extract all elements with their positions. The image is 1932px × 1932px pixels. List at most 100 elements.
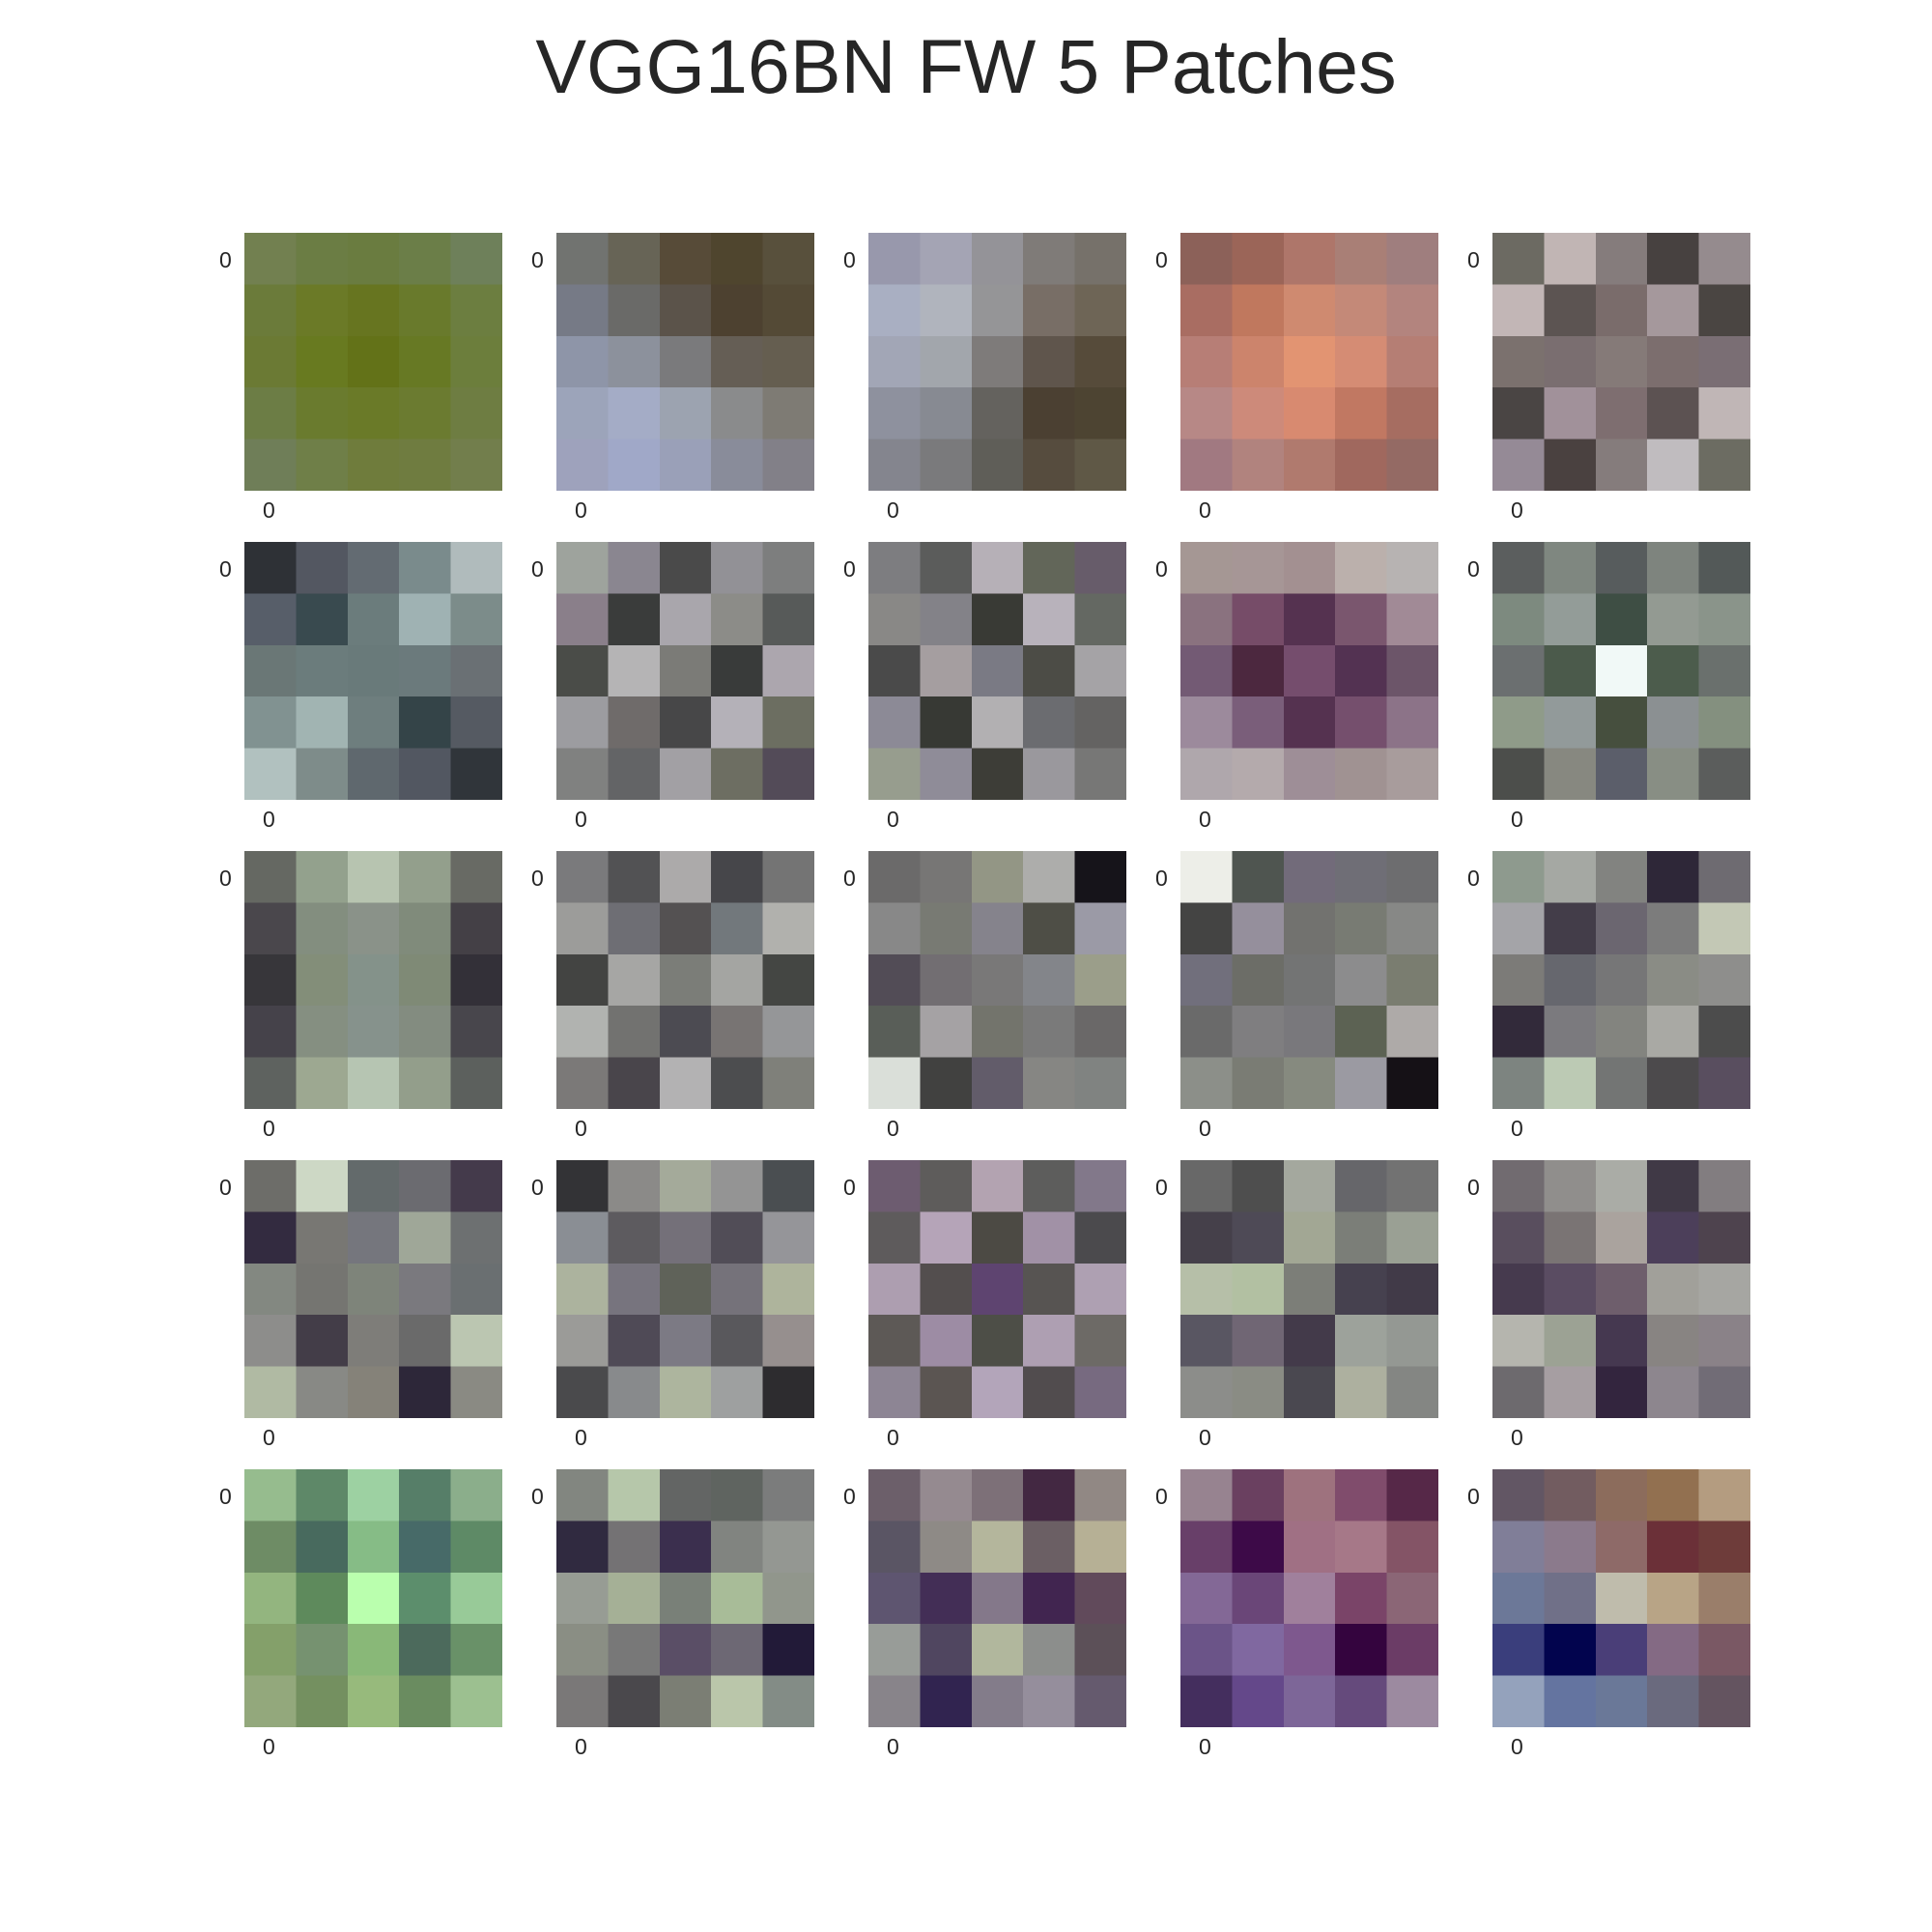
patch-22-pixel-4-0: [556, 1675, 609, 1727]
y-tick-label: 0: [1155, 1175, 1168, 1200]
patch-22-pixel-3-0: [556, 1624, 609, 1677]
patch-10-pixel-0-0: [1492, 542, 1545, 594]
patch-10-pixel-1-3: [1647, 593, 1700, 646]
patch-2-pixel-2-0: [556, 335, 609, 388]
patch-6-pixel-1-3: [399, 593, 452, 646]
x-tick-label: 0: [887, 1116, 899, 1141]
patch-23-pixel-0-4: [1074, 1469, 1126, 1521]
patch-16-pixel-1-4: [450, 1211, 502, 1264]
patch-13-pixel-4-1: [920, 1057, 973, 1109]
patch-20-pixel-1-1: [1544, 1211, 1597, 1264]
patch-15-pixel-2-1: [1544, 953, 1597, 1007]
patch-17-pixel-3-4: [762, 1315, 814, 1368]
patch-19-pixel-0-1: [1232, 1160, 1285, 1212]
patch-13-pixel-3-3: [1023, 1006, 1076, 1059]
patch-image-6: [244, 542, 502, 800]
patch-12-pixel-1-3: [711, 902, 764, 955]
patch-21-pixel-1-0: [244, 1520, 297, 1574]
patch-14-pixel-2-1: [1232, 953, 1285, 1007]
patch-6-pixel-3-4: [450, 696, 502, 750]
patch-5-pixel-4-3: [1647, 439, 1700, 491]
patch-25-pixel-4-4: [1698, 1675, 1750, 1727]
patch-19-pixel-1-1: [1232, 1211, 1285, 1264]
patch-8-pixel-0-3: [1023, 542, 1076, 594]
patch-7-pixel-0-4: [762, 542, 814, 594]
patch-6-pixel-1-4: [450, 593, 502, 646]
patch-15-pixel-1-2: [1595, 902, 1648, 955]
y-tick-label: 0: [531, 1484, 544, 1509]
patch-11-pixel-4-4: [450, 1057, 502, 1109]
patch-1-pixel-1-2: [347, 284, 400, 337]
patch-11-pixel-1-2: [347, 902, 400, 955]
patch-7-pixel-3-3: [711, 696, 764, 750]
patch-15-pixel-1-4: [1698, 902, 1750, 955]
patch-10-pixel-4-4: [1698, 748, 1750, 800]
patch-18-pixel-2-2: [971, 1263, 1024, 1316]
patch-20-pixel-2-3: [1647, 1263, 1700, 1316]
patch-1-pixel-2-0: [244, 335, 297, 388]
patch-16-pixel-4-2: [347, 1366, 400, 1418]
patch-8-pixel-2-2: [971, 644, 1024, 697]
patch-21-pixel-3-1: [296, 1624, 349, 1677]
x-tick-label: 0: [1511, 1734, 1523, 1759]
patch-21-pixel-4-1: [296, 1675, 349, 1727]
x-tick-label: 0: [1511, 497, 1523, 523]
patch-4-pixel-2-1: [1232, 335, 1285, 388]
patch-17-pixel-0-0: [556, 1160, 609, 1212]
patch-17-pixel-4-4: [762, 1366, 814, 1418]
patch-1-pixel-4-0: [244, 439, 297, 491]
patch-25-pixel-2-0: [1492, 1572, 1545, 1625]
patch-14-pixel-4-3: [1335, 1057, 1388, 1109]
patch-17-pixel-1-1: [608, 1211, 661, 1264]
patch-1-pixel-0-3: [399, 233, 452, 285]
patch-20-pixel-1-4: [1698, 1211, 1750, 1264]
patch-20-pixel-3-3: [1647, 1315, 1700, 1368]
patch-6-pixel-2-0: [244, 644, 297, 697]
patch-image-1: [244, 233, 502, 491]
patch-25-pixel-1-4: [1698, 1520, 1750, 1574]
patch-10-pixel-2-2: [1595, 644, 1648, 697]
patch-2-pixel-0-2: [659, 233, 712, 285]
patch-10-pixel-1-2: [1595, 593, 1648, 646]
patch-24-pixel-1-3: [1335, 1520, 1388, 1574]
patch-22-pixel-1-4: [762, 1520, 814, 1574]
patch-20-pixel-2-4: [1698, 1263, 1750, 1316]
patch-22-pixel-4-4: [762, 1675, 814, 1727]
patch-3-pixel-3-0: [868, 387, 921, 440]
patch-2-pixel-1-3: [711, 284, 764, 337]
patch-12-pixel-2-2: [659, 953, 712, 1007]
patch-2-pixel-4-2: [659, 439, 712, 491]
patch-4-pixel-1-3: [1335, 284, 1388, 337]
patch-2-pixel-0-4: [762, 233, 814, 285]
patch-24-pixel-2-0: [1180, 1572, 1233, 1625]
patch-12-pixel-1-2: [659, 902, 712, 955]
patch-16-pixel-0-1: [296, 1160, 349, 1212]
patch-9-pixel-2-0: [1180, 644, 1233, 697]
patch-15-pixel-2-2: [1595, 953, 1648, 1007]
patch-24-pixel-0-4: [1386, 1469, 1438, 1521]
patch-13-pixel-2-3: [1023, 953, 1076, 1007]
patch-18-pixel-1-1: [920, 1211, 973, 1264]
patch-10-pixel-0-3: [1647, 542, 1700, 594]
patch-25-pixel-3-4: [1698, 1624, 1750, 1677]
patch-10-pixel-3-1: [1544, 696, 1597, 750]
patch-2-pixel-4-0: [556, 439, 609, 491]
patch-25-pixel-0-0: [1492, 1469, 1545, 1521]
patch-12-pixel-1-4: [762, 902, 814, 955]
y-tick-label: 0: [843, 556, 856, 582]
patch-5-pixel-2-1: [1544, 335, 1597, 388]
patch-8-pixel-4-4: [1074, 748, 1126, 800]
patch-4-pixel-0-4: [1386, 233, 1438, 285]
x-tick-label: 0: [575, 497, 587, 523]
patch-6-pixel-4-1: [296, 748, 349, 800]
patch-19-pixel-0-2: [1283, 1160, 1336, 1212]
patch-5-pixel-0-4: [1698, 233, 1750, 285]
patch-5-pixel-1-4: [1698, 284, 1750, 337]
patch-15-pixel-1-1: [1544, 902, 1597, 955]
patch-6-pixel-1-2: [347, 593, 400, 646]
patch-18-pixel-2-4: [1074, 1263, 1126, 1316]
